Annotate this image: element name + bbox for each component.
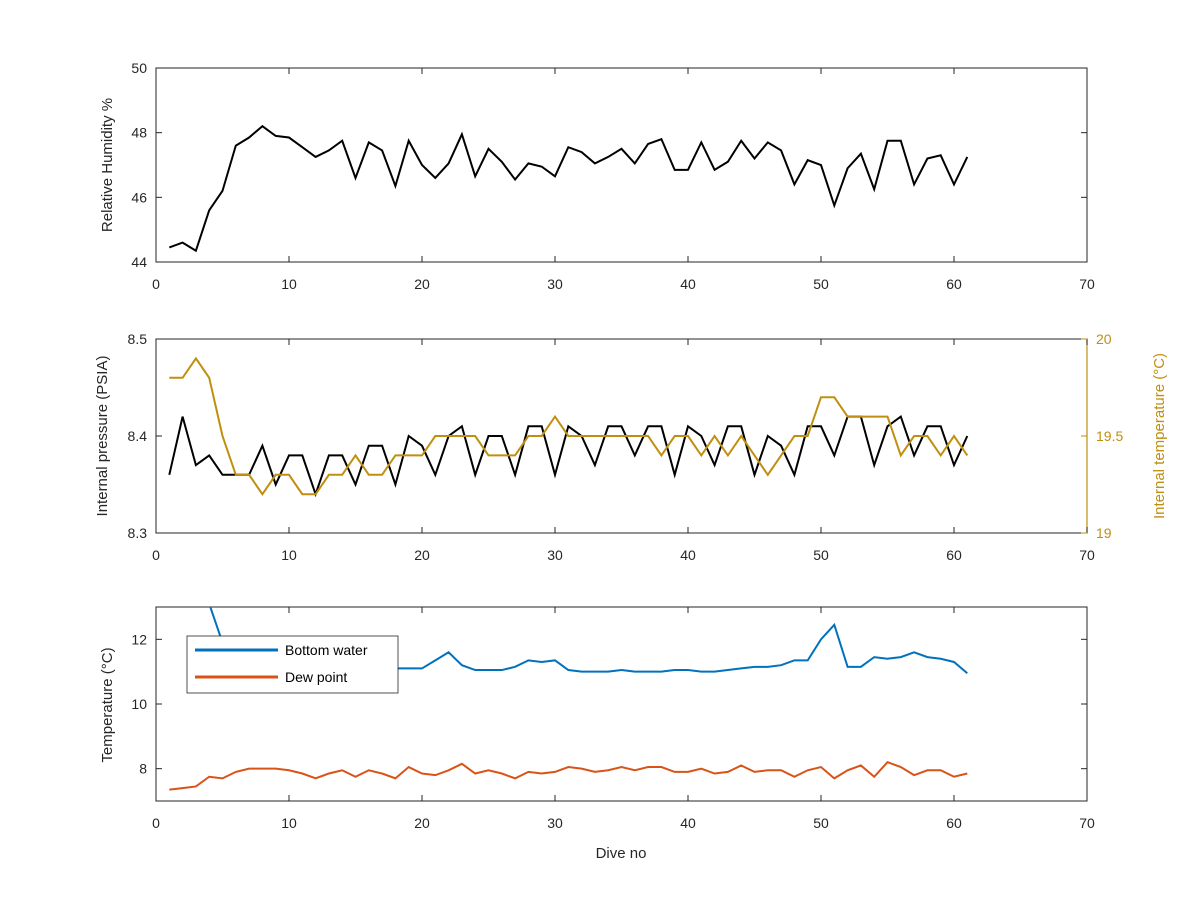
pressure-panel: 0 10 20 30 40 50 60 70 8.3 8.4 8.5 19 19.5 20 Inter… [94,331,1168,563]
pressure-x-tick-label: 70 [1079,547,1095,563]
pressure-lines [168,356,969,498]
humidity-series-0-line [168,124,969,253]
humidity-panel: 0 10 20 30 40 50 60 70 44 46 48 50 Relative Humidi… [99,60,1095,292]
humidity-x-tick-label: 40 [680,276,696,292]
humidity-y-ticks: 44 46 48 50 [131,60,1087,270]
humidity-axes-box [155,67,1088,263]
pressure-y-ticks: 8.3 8.4 8.5 [128,331,162,541]
pressure-x-ticks: 0 10 20 30 40 50 60 70 [152,339,1095,563]
humidity-y-tick-label: 46 [131,189,147,205]
pressure-series-1-line [169,356,969,496]
pressure-x-tick-label: 30 [547,547,563,563]
temperature-x-tick-label: 70 [1079,815,1095,831]
humidity-x-tick-label: 0 [152,276,160,292]
humidity-x-tick-label: 30 [547,276,563,292]
dew-point-line [169,761,968,791]
pressure-series-0-line [168,414,969,498]
temperature-x-tick-label: 20 [414,815,430,831]
humidity-x-tick-label: 10 [281,276,297,292]
humidity-y-tick-label: 50 [131,60,147,76]
pressure-right-y-tick-label: 20 [1096,331,1112,347]
legend-box [186,635,399,694]
pressure-y-tick-label: 8.4 [128,428,148,444]
pressure-y-tick-label: 8.5 [128,331,148,347]
temperature-x-tick-label: 10 [281,815,297,831]
temperature-x-tick-label: 60 [946,815,962,831]
pressure-right-y-tick-label: 19 [1096,525,1112,541]
legend-label-bottom-water: Bottom water [285,642,368,658]
temperature-y-tick-label: 8 [139,761,147,777]
temperature-x-tick-label: 30 [547,815,563,831]
pressure-right-y-tick-label: 19.5 [1096,428,1123,444]
legend-label-dew-point: Dew point [285,669,347,685]
temperature-right-y-label: Internal temperature (°C) [1151,353,1168,519]
temperature-x-ticks: 0 10 20 30 40 50 60 70 [152,607,1095,831]
pressure-y-tick-label: 8.3 [128,525,148,541]
humidity-lines [168,124,969,253]
humidity-x-tick-label: 60 [946,276,962,292]
temperature-y-tick-label: 10 [131,696,147,712]
temperature-y-label: Temperature (°C) [99,647,116,762]
temperature-x-tick-label: 50 [813,815,829,831]
pressure-y-label: Internal pressure (PSIA) [94,356,111,517]
legend: Bottom water Dew point [186,635,399,694]
temperature-y-tick-label: 12 [131,631,147,647]
humidity-x-tick-label: 70 [1079,276,1095,292]
humidity-x-tick-label: 20 [414,276,430,292]
temperature-panel: 0 10 20 30 40 50 60 70 8 10 12 Temperature (°C) D… [99,606,1095,862]
humidity-y-label: Relative Humidity % [99,98,116,232]
pressure-x-tick-label: 10 [281,547,297,563]
humidity-y-tick-label: 44 [131,254,147,270]
pressure-x-tick-label: 20 [414,547,430,563]
pressure-x-tick-label: 0 [152,547,160,563]
humidity-x-ticks: 0 10 20 30 40 50 60 70 [152,68,1095,292]
dive-no-x-label: Dive no [596,845,647,862]
humidity-x-tick-label: 50 [813,276,829,292]
pressure-x-tick-label: 60 [946,547,962,563]
pressure-x-tick-label: 40 [680,547,696,563]
temperature-x-tick-label: 40 [680,815,696,831]
temperature-x-tick-label: 0 [152,815,160,831]
pressure-right-y-ticks: 19 19.5 20 [1081,331,1123,541]
humidity-y-tick-label: 48 [131,125,147,141]
pressure-x-tick-label: 50 [813,547,829,563]
temperature-y-ticks: 8 10 12 [131,631,1087,777]
